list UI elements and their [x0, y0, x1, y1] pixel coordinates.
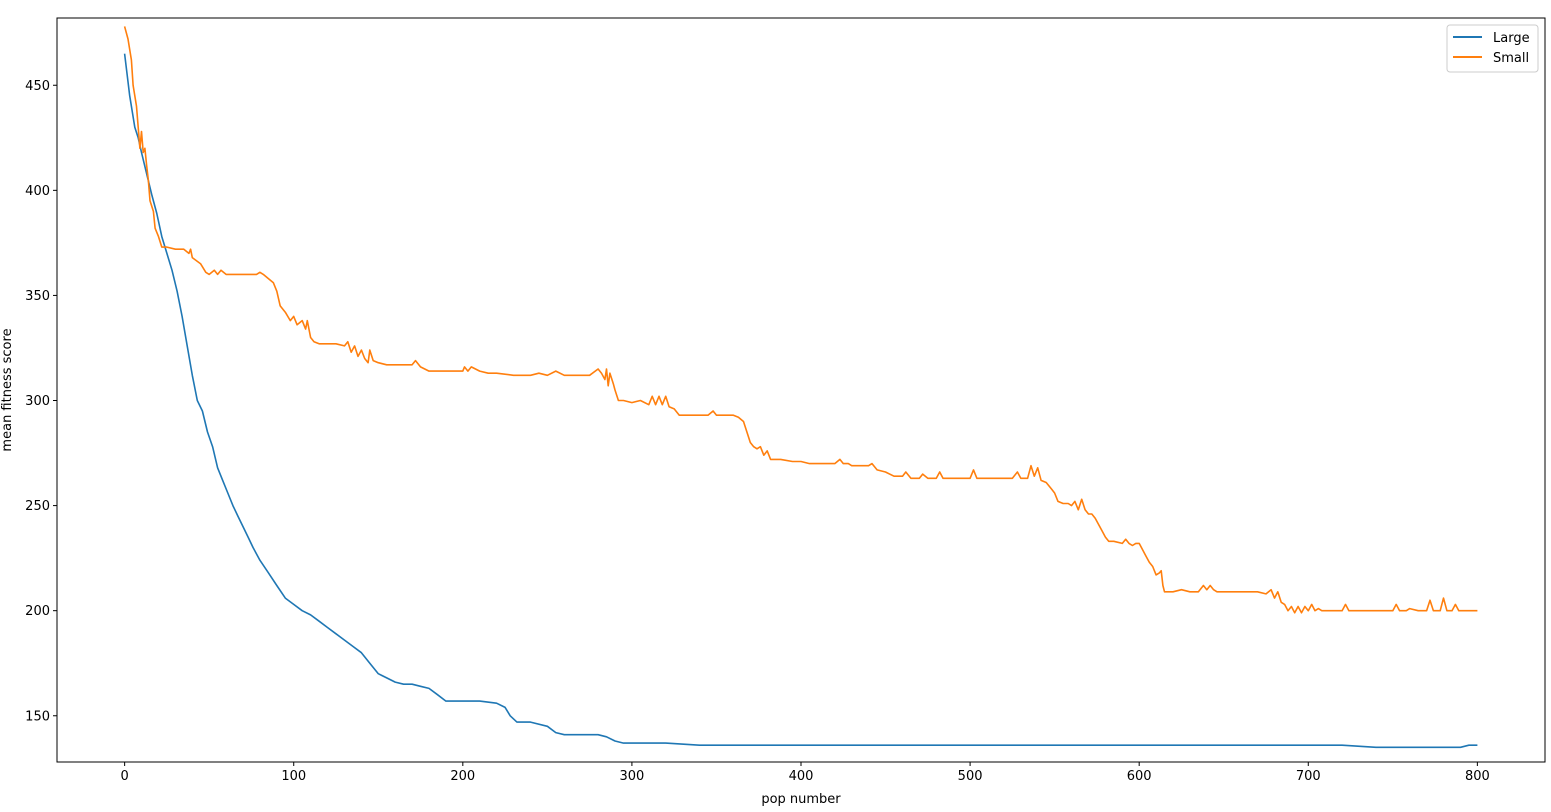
x-tick-label: 800 [1465, 769, 1490, 784]
x-axis-label: pop number [761, 792, 841, 807]
y-tick-label: 350 [25, 289, 50, 304]
x-tick-label: 500 [958, 769, 983, 784]
legend: Large Small [1446, 24, 1539, 73]
x-tick-label: 200 [450, 769, 475, 784]
legend-label-large: Large [1493, 31, 1530, 46]
series-layer [123, 26, 1478, 749]
x-tick-label: 400 [789, 769, 814, 784]
series-line-large [123, 53, 1478, 749]
y-tick-label: 450 [25, 79, 50, 94]
legend-label-small: Small [1493, 51, 1529, 66]
y-tick-label: 300 [25, 394, 50, 409]
y-axis: 150 200 250 300 350 400 450 [25, 79, 57, 724]
x-tick-label: 0 [120, 769, 128, 784]
y-tick-label: 150 [25, 709, 50, 724]
y-tick-label: 250 [25, 499, 50, 514]
x-axis: 0 100 200 300 400 500 600 700 800 [120, 762, 1490, 784]
y-tick-label: 400 [25, 184, 50, 199]
x-tick-label: 100 [281, 769, 306, 784]
series-line-small [123, 26, 1478, 614]
plot-area [57, 18, 1545, 762]
x-tick-label: 700 [1296, 769, 1321, 784]
y-axis-label: mean fitness score [0, 328, 15, 451]
x-tick-label: 600 [1127, 769, 1152, 784]
x-tick-label: 300 [619, 769, 644, 784]
y-tick-label: 200 [25, 604, 50, 619]
